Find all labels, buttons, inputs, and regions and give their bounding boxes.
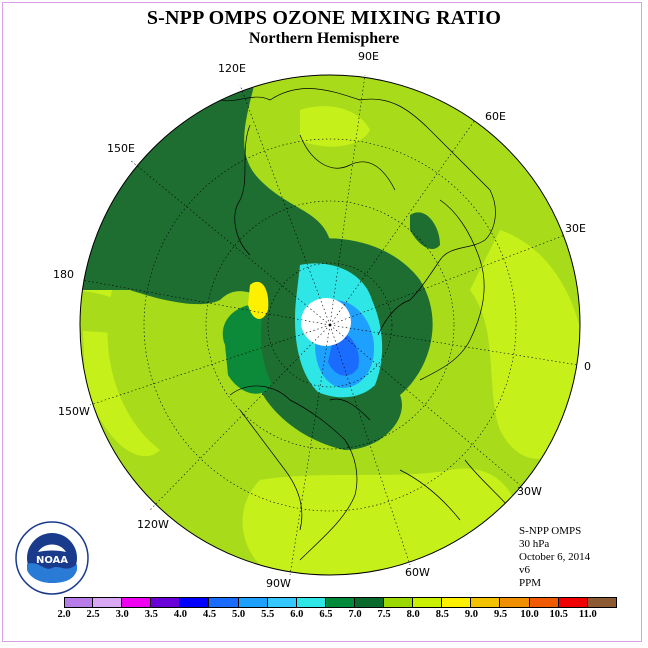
colorbar-swatch	[471, 597, 501, 608]
colorbar-swatch	[122, 597, 152, 608]
lon-label-150w: 150W	[58, 405, 90, 418]
map-title: S-NPP OMPS OZONE MIXING RATIO	[146, 7, 502, 29]
colorbar-swatch	[238, 597, 268, 608]
logo-text: NOAA	[36, 555, 68, 566]
field-yellow-patch	[248, 281, 269, 320]
colorbar-swatch	[354, 597, 385, 608]
colorbar-label: 4.5	[202, 609, 217, 620]
colorbar-label: 3.0	[115, 609, 129, 620]
colorbar-label: 2.0	[57, 609, 71, 620]
lon-label-60w: 60W	[405, 566, 430, 579]
colorbar-swatch	[442, 597, 472, 608]
colorbar-labels: 2.0 2.5 3.0 3.5 4.0 4.5 5.0 5.5 6.0 6.5 7.0 7.5 8.0 8…	[0, 609, 648, 623]
lon-label-0: 0	[584, 360, 591, 373]
colorbar-label: 9.5	[493, 609, 508, 620]
lon-label-150e: 150E	[107, 142, 135, 155]
colorbar-label: 5.5	[261, 609, 275, 620]
colorbar-swatch	[325, 597, 355, 608]
colorbar-label: 5.0	[232, 609, 246, 620]
lon-label-60e: 60E	[485, 110, 506, 123]
colorbar-swatch	[209, 597, 239, 608]
colorbar-label: 2.5	[86, 609, 100, 620]
colorbar-label: 3.5	[144, 609, 158, 620]
lon-label-90e: 90E	[358, 50, 379, 63]
colorbar-swatch	[384, 597, 414, 608]
colorbar-label: 9.0	[464, 609, 478, 620]
field-base-patch	[80, 290, 140, 333]
colorbar-swatch	[413, 597, 443, 608]
map-boundary	[79, 74, 581, 576]
colorbar-swatch	[267, 597, 297, 608]
colorbar	[64, 597, 617, 608]
field-light-lobe-north	[300, 106, 370, 147]
colorbar-label: 4.0	[173, 609, 187, 620]
field-dark-patch-east	[410, 212, 440, 250]
colorbar-label: 10.5	[549, 609, 568, 620]
info-date: October 6, 2014	[519, 551, 591, 563]
colorbar-swatch	[558, 597, 588, 608]
colorbar-swatch	[64, 597, 94, 608]
colorbar-swatch	[529, 597, 559, 608]
colorbar-swatch	[93, 597, 123, 608]
colorbar-label: 7.5	[377, 609, 391, 620]
lon-label-30e: 30E	[565, 222, 586, 235]
map-subtitle: Northern Hemisphere	[248, 30, 400, 47]
field-mid-patch-west	[222, 304, 272, 394]
info-block: S-NPP OMPS 30 hPa October 6, 2014 v6 PPM	[519, 525, 590, 590]
colorbar-swatch	[180, 597, 210, 608]
lon-label-180: 180	[53, 268, 74, 281]
lon-label-120e: 120E	[218, 62, 246, 75]
field-light-lobe-south	[242, 468, 522, 575]
colorbar-label: 6.0	[290, 609, 304, 620]
lon-label-120w: 120W	[137, 518, 169, 531]
graticule	[81, 74, 579, 576]
field-light-lobe-east	[470, 230, 580, 459]
colorbar-swatch	[587, 597, 617, 608]
info-level: 30 hPa	[519, 538, 550, 550]
colorbar-swatch	[500, 597, 530, 608]
info-version: v6	[519, 564, 530, 576]
info-instrument: S-NPP OMPS	[519, 525, 582, 537]
colorbar-label: 8.5	[435, 609, 449, 620]
colorbar-label: 8.0	[406, 609, 420, 620]
lon-label-30w: 30W	[517, 485, 542, 498]
colorbar-swatch	[296, 597, 326, 608]
colorbar-label: 6.5	[319, 609, 333, 620]
lon-label-90w: 90W	[266, 577, 291, 590]
colorbar-label: 10.0	[520, 609, 539, 620]
info-units: PPM	[519, 577, 542, 589]
colorbar-label: 11.0	[578, 609, 597, 620]
plot-frame	[2, 2, 642, 642]
colorbar-label: 7.0	[348, 609, 362, 620]
noaa-logo: NOAA	[15, 521, 89, 595]
colorbar-swatch	[151, 597, 181, 608]
